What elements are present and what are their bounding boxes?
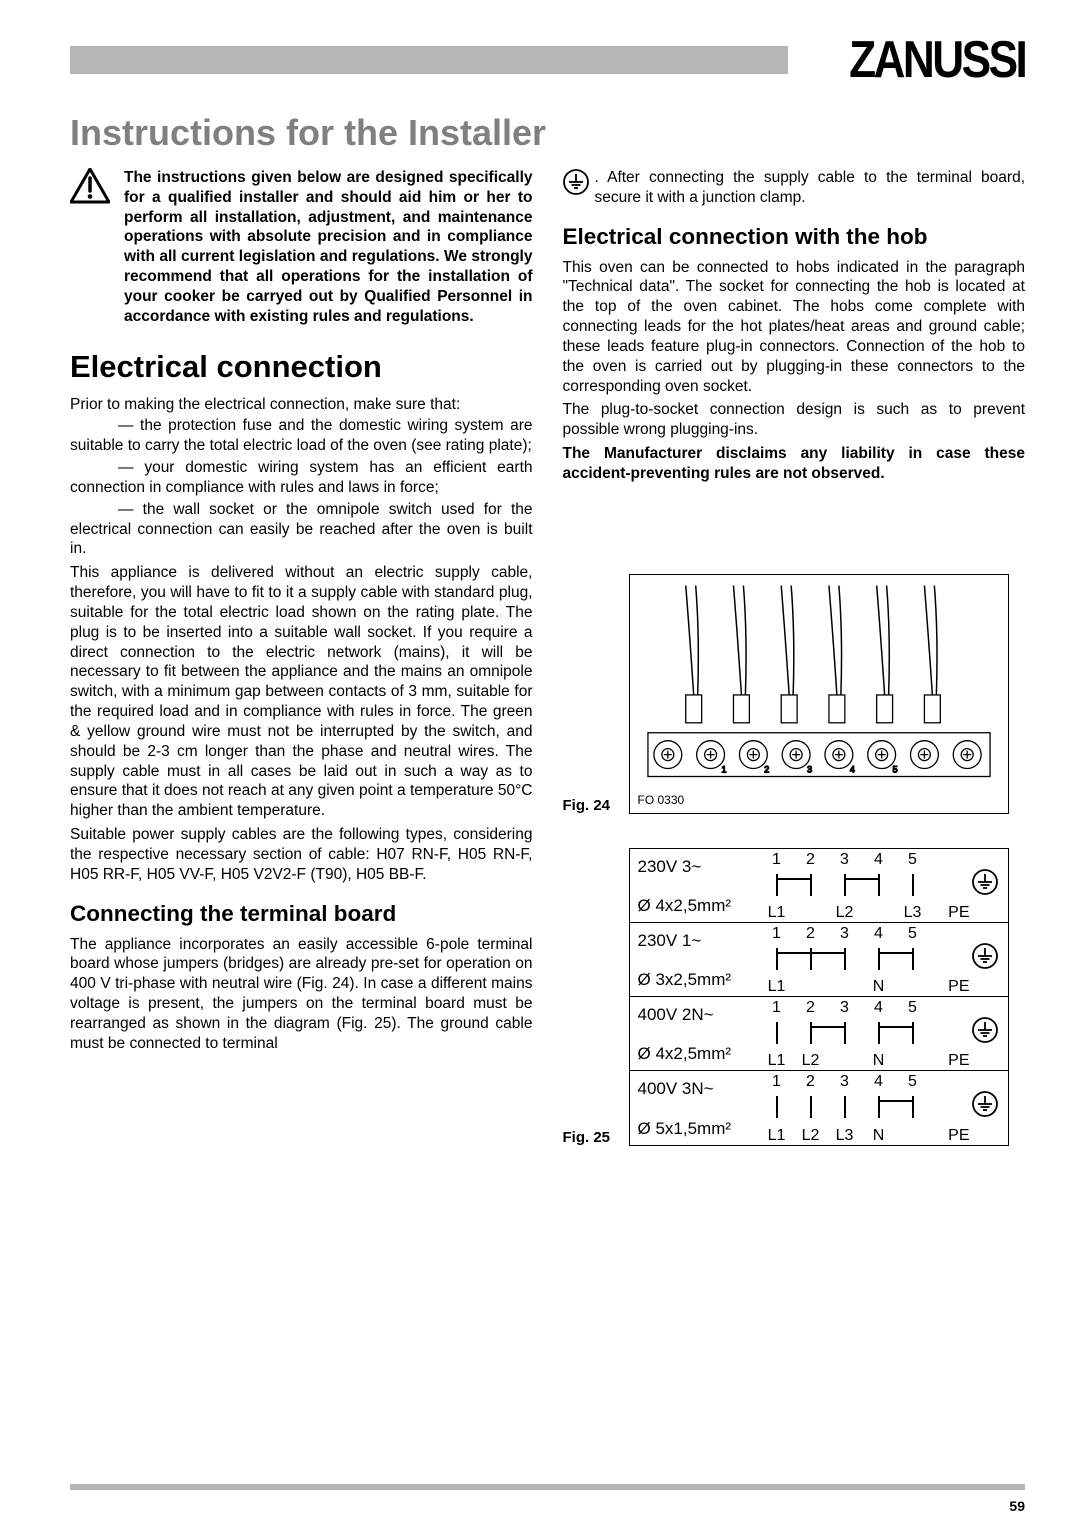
wiring-cable: Ø 4x2,5mm² xyxy=(638,896,760,916)
brand-logo: ZANUSSI xyxy=(849,30,1025,90)
section-electrical-connection: Electrical connection xyxy=(70,349,533,385)
ground-continuation: . After connecting the supply cable to t… xyxy=(563,168,1026,208)
wiring-row: 230V 1~ Ø 3x2,5mm²12345L1NPE xyxy=(630,923,1008,997)
wiring-diagram: 12345L1L2L3NPE xyxy=(760,1075,1000,1143)
footer-rule xyxy=(70,1484,1025,1490)
wiring-diagram: 12345L1L2NPE xyxy=(760,1001,1000,1068)
wiring-cable: Ø 3x2,5mm² xyxy=(638,970,760,990)
figure-24-caption: FO 0330 xyxy=(638,793,1000,807)
subsection-hob: Electrical connection with the hob xyxy=(563,224,1026,250)
wiring-diagram: 12345L1NPE xyxy=(760,927,1000,994)
header-bar: ZANUSSI xyxy=(70,30,1025,90)
left-column: The instructions given below are designe… xyxy=(70,168,533,1146)
para-fuse: — the protection fuse and the domestic w… xyxy=(70,416,533,456)
wiring-voltage: 230V 3~ xyxy=(638,857,760,877)
figure-25-block: Fig. 25 230V 3~Ø 4x2,5mm²12345L1L2L3PE23… xyxy=(563,828,1026,1146)
para-disclaim: The Manufacturer disclaims any liability… xyxy=(563,444,1026,484)
para-hob1: This oven can be connected to hobs indic… xyxy=(563,258,1026,397)
subsection-terminal: Connecting the terminal board xyxy=(70,901,533,927)
figure-24-label: Fig. 24 xyxy=(563,797,619,814)
figure-25-box: 230V 3~Ø 4x2,5mm²12345L1L2L3PE230V 1~Ø 3… xyxy=(629,848,1009,1146)
right-column: . After connecting the supply cable to t… xyxy=(563,168,1026,1146)
wiring-cable: Ø 4x2,5mm² xyxy=(638,1044,760,1064)
wiring-voltage: 400V 3N~ xyxy=(638,1079,760,1099)
content-columns: The instructions given below are designe… xyxy=(70,168,1025,1146)
para-terminal: The appliance incorporates an easily acc… xyxy=(70,935,533,1054)
warning-icon xyxy=(70,168,110,327)
wiring-row: 400V 3N~ Ø 5x1,5mm²12345L1L2L3NPE xyxy=(630,1071,1008,1145)
para-appliance: This appliance is delivered without an e… xyxy=(70,563,533,821)
figure-24-box: 1 2 3 4 5 FO 0330 xyxy=(629,574,1009,814)
svg-text:3: 3 xyxy=(807,764,812,774)
ground-icon xyxy=(972,1091,998,1117)
ground-icon xyxy=(972,943,998,969)
para-prior: Prior to making the electrical connectio… xyxy=(70,395,533,415)
para-cables: Suitable power supply cables are the fol… xyxy=(70,825,533,884)
ground-icon xyxy=(972,1017,998,1043)
figure-24-block: Fig. 24 xyxy=(563,574,1026,814)
wiring-diagram: 12345L1L2L3PE xyxy=(760,853,1000,920)
warning-block: The instructions given below are designe… xyxy=(70,168,533,327)
wiring-row: 400V 2N~ Ø 4x2,5mm²12345L1L2NPE xyxy=(630,997,1008,1071)
svg-text:2: 2 xyxy=(764,764,769,774)
ground-icon xyxy=(972,869,998,895)
ground-icon xyxy=(563,169,589,195)
svg-text:5: 5 xyxy=(892,764,897,774)
page-number: 59 xyxy=(1009,1498,1025,1514)
para-ground-after: . After connecting the supply cable to t… xyxy=(595,168,1026,208)
header-grey-stripe xyxy=(70,46,788,74)
warning-text: The instructions given below are designe… xyxy=(124,168,533,327)
para-hob2: The plug-to-socket connection design is … xyxy=(563,400,1026,440)
figure-25-label: Fig. 25 xyxy=(563,1129,619,1146)
terminal-board-diagram: 1 2 3 4 5 xyxy=(638,581,1000,789)
para-earth: — your domestic wiring system has an eff… xyxy=(70,458,533,498)
wiring-voltage: 230V 1~ xyxy=(638,931,760,951)
svg-text:4: 4 xyxy=(849,764,854,774)
wiring-voltage: 400V 2N~ xyxy=(638,1005,760,1025)
svg-text:1: 1 xyxy=(721,764,726,774)
page-title: Instructions for the Installer xyxy=(70,112,1025,154)
wiring-cable: Ø 5x1,5mm² xyxy=(638,1119,760,1139)
para-socket: — the wall socket or the omnipole switch… xyxy=(70,500,533,559)
wiring-row: 230V 3~ Ø 4x2,5mm²12345L1L2L3PE xyxy=(630,849,1008,923)
